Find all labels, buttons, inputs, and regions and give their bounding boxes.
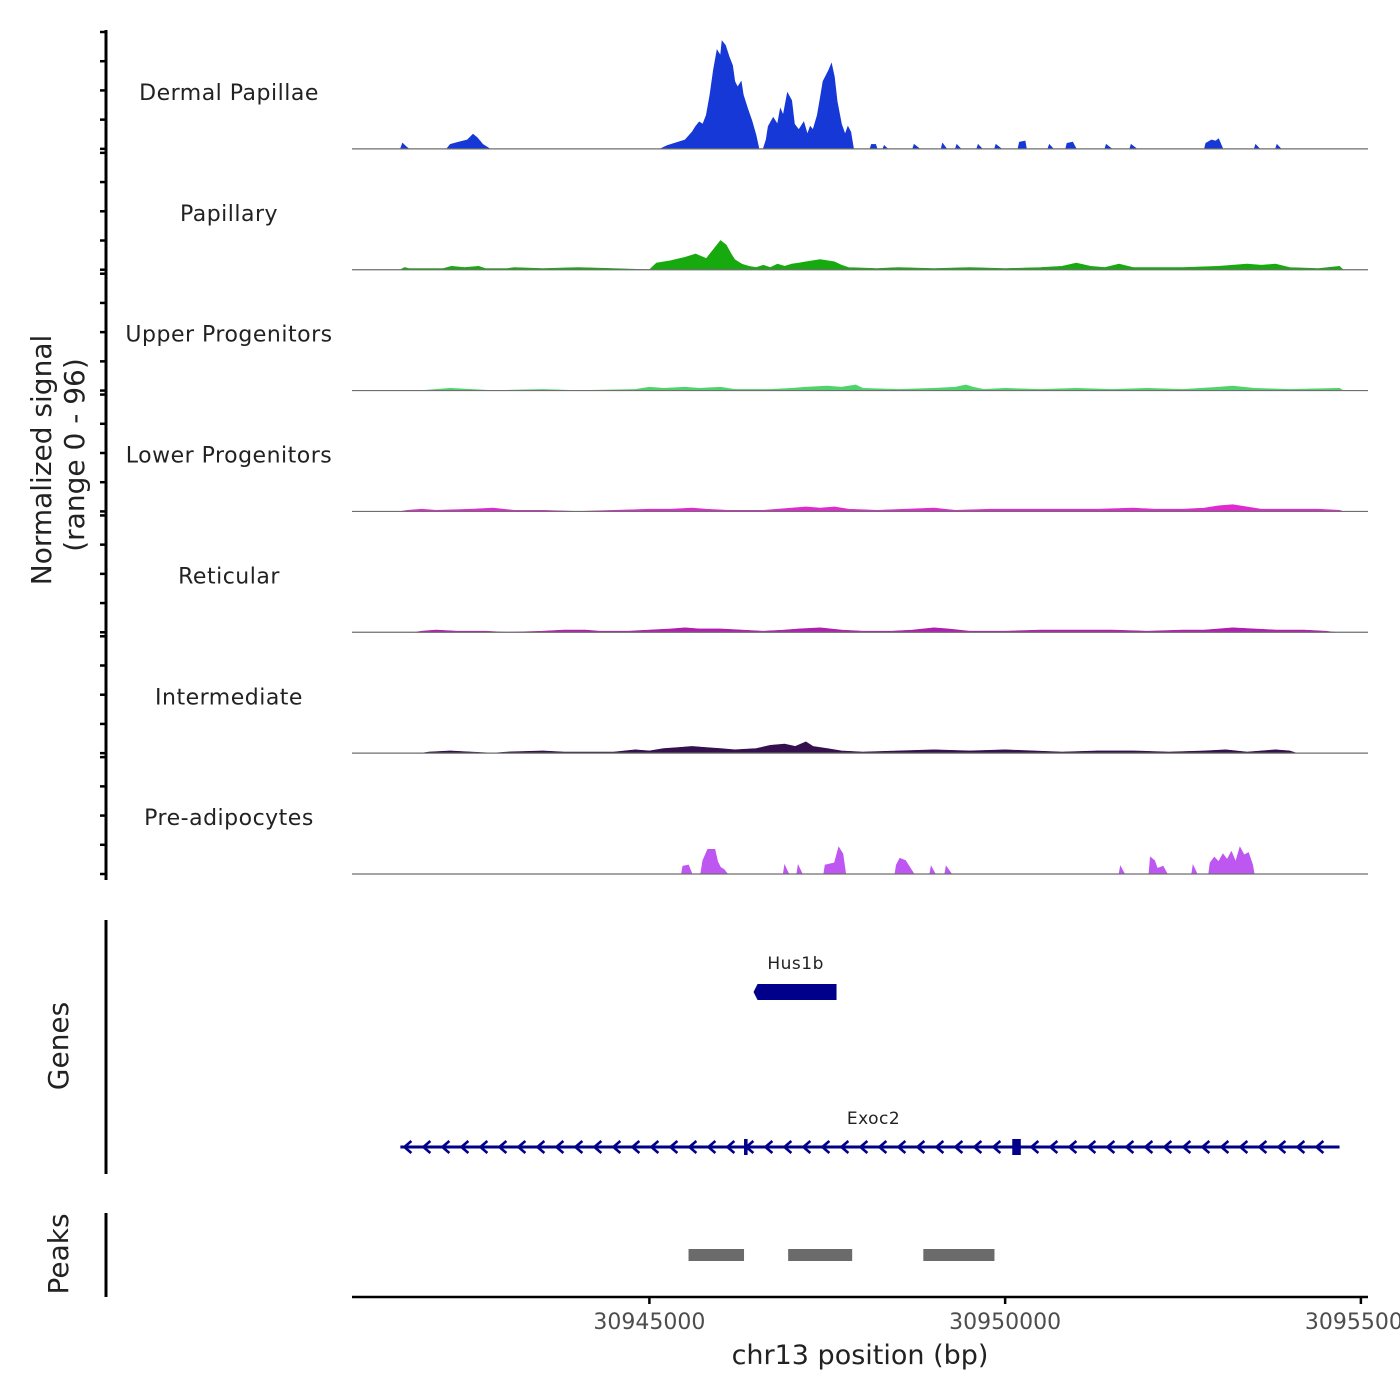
strand-chevron xyxy=(1314,1140,1325,1154)
gene-exon-arrow xyxy=(753,984,758,1000)
gene-label: Hus1b xyxy=(767,954,824,974)
y-axis-label-signal-range: (range 0 - 96) xyxy=(58,358,91,552)
gene-exon xyxy=(1012,1139,1021,1155)
track-dermal-papillae: Dermal Papillae xyxy=(139,40,1368,150)
strand-chevron xyxy=(1067,1140,1078,1154)
peak-track xyxy=(688,1249,995,1261)
strand-chevron xyxy=(1181,1140,1192,1154)
strand-chevron xyxy=(1219,1140,1230,1154)
strand-chevron xyxy=(896,1140,907,1154)
strand-chevron xyxy=(725,1140,736,1154)
strand-chevron xyxy=(801,1140,812,1154)
gene-exon xyxy=(744,1139,748,1155)
strand-chevron xyxy=(934,1140,945,1154)
strand-chevron xyxy=(1029,1140,1040,1154)
x-tick-label: 30950000 xyxy=(949,1310,1061,1335)
strand-chevron xyxy=(1200,1140,1211,1154)
strand-chevron xyxy=(516,1140,527,1154)
track-area xyxy=(400,504,1344,512)
strand-chevron xyxy=(402,1140,413,1154)
peak-region xyxy=(688,1249,745,1261)
track-area xyxy=(400,240,1344,271)
strand-chevron xyxy=(991,1140,1002,1154)
strand-chevron xyxy=(858,1140,869,1154)
strand-chevron xyxy=(649,1140,660,1154)
track-area xyxy=(421,741,1297,754)
strand-chevron xyxy=(782,1140,793,1154)
track-label: Pre-adipocytes xyxy=(144,806,314,831)
x-axis: 30945000 30950000 30955000 xyxy=(352,1295,1400,1335)
track-label: Lower Progenitors xyxy=(126,444,332,469)
strand-chevron xyxy=(1143,1140,1154,1154)
track-label: Papillary xyxy=(180,202,278,227)
track-label: Reticular xyxy=(178,564,280,589)
track-label: Dermal Papillae xyxy=(139,81,319,106)
track-upper-progenitors: Upper Progenitors xyxy=(125,323,1368,392)
strand-chevron xyxy=(630,1140,641,1154)
strand-chevron xyxy=(573,1140,584,1154)
strand-chevron xyxy=(478,1140,489,1154)
strand-chevron xyxy=(1086,1140,1097,1154)
x-tick-label: 30945000 xyxy=(593,1310,705,1335)
track-label: Intermediate xyxy=(155,685,303,710)
strand-chevron xyxy=(535,1140,546,1154)
peak-region xyxy=(923,1249,995,1261)
track-area xyxy=(421,384,1345,391)
strand-chevron xyxy=(763,1140,774,1154)
strand-chevron xyxy=(668,1140,679,1154)
signal-tracks: Dermal Papillae Papillary Upper Progenitor… xyxy=(125,40,1368,875)
strand-chevron xyxy=(915,1140,926,1154)
peak-region xyxy=(788,1249,853,1261)
strand-chevron xyxy=(839,1140,850,1154)
strand-chevron xyxy=(611,1140,622,1154)
track-label: Upper Progenitors xyxy=(125,323,332,348)
left-axes xyxy=(100,30,108,1297)
strand-chevron xyxy=(706,1140,717,1154)
strand-chevron xyxy=(459,1140,470,1154)
track-reticular: Reticular xyxy=(178,564,1368,633)
strand-chevron xyxy=(820,1140,831,1154)
strand-chevron xyxy=(972,1140,983,1154)
gene-label: Exoc2 xyxy=(847,1109,900,1129)
strand-chevron xyxy=(440,1140,451,1154)
strand-chevron xyxy=(1124,1140,1135,1154)
strand-chevron xyxy=(1238,1140,1249,1154)
x-axis-label: chr13 position (bp) xyxy=(732,1340,989,1371)
track-lower-progenitors: Lower Progenitors xyxy=(126,444,1368,513)
strand-chevron xyxy=(1276,1140,1287,1154)
track-pre-adipocytes: Pre-adipocytes xyxy=(144,806,1368,875)
track-intermediate: Intermediate xyxy=(155,685,1368,754)
track-area xyxy=(414,627,1337,633)
gene-hus1b: Hus1b xyxy=(753,954,837,1000)
gene-exoc2: Exoc2 xyxy=(400,1109,1340,1155)
strand-chevron xyxy=(1257,1140,1268,1154)
strand-chevron xyxy=(687,1140,698,1154)
strand-chevron xyxy=(1048,1140,1059,1154)
strand-chevron xyxy=(877,1140,888,1154)
strand-chevron xyxy=(421,1140,432,1154)
strand-chevron xyxy=(1105,1140,1116,1154)
y-axis-label-signal: Normalized signal xyxy=(25,335,58,586)
track-papillary: Papillary xyxy=(180,202,1368,271)
strand-chevron xyxy=(1295,1140,1306,1154)
strand-chevron xyxy=(497,1140,508,1154)
track-area xyxy=(399,40,1282,150)
gene-exon xyxy=(757,984,837,1000)
y-axis-label-peaks: Peaks xyxy=(42,1213,75,1294)
y-axis-label-genes: Genes xyxy=(42,1002,75,1090)
track-area xyxy=(681,846,1255,875)
strand-chevron xyxy=(554,1140,565,1154)
strand-chevron xyxy=(1162,1140,1173,1154)
strand-chevron xyxy=(953,1140,964,1154)
gene-track: Hus1b Exoc2 xyxy=(400,954,1340,1155)
strand-chevron xyxy=(592,1140,603,1154)
x-tick-label: 30955000 xyxy=(1305,1310,1400,1335)
